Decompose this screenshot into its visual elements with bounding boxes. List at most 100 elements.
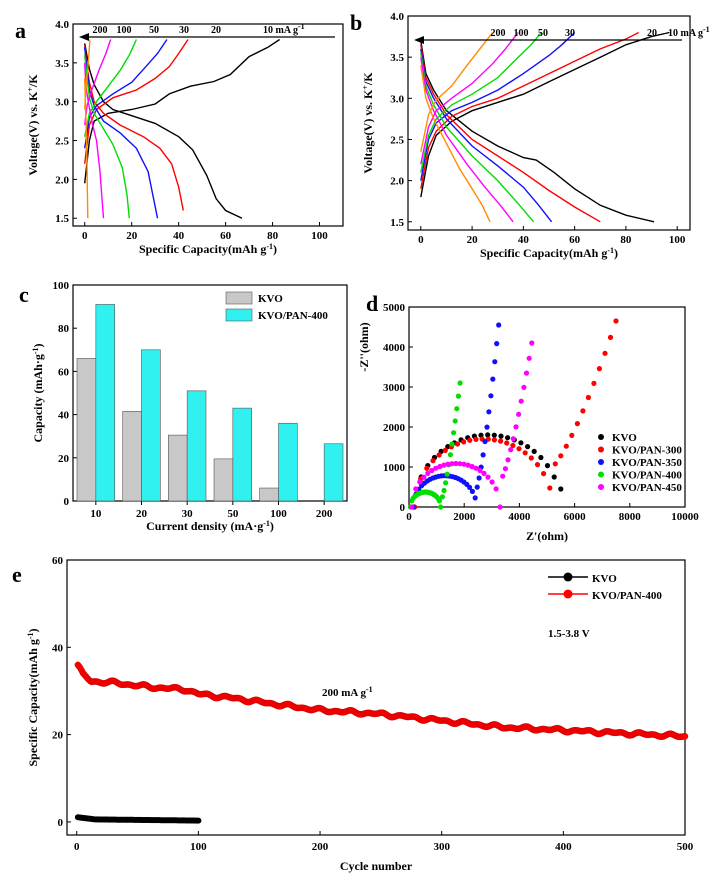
d-point-KVO/PAN-350 [488, 393, 494, 399]
a-rate-label: 200 [93, 25, 108, 36]
e-legend-label: KVO/PAN-400 [592, 590, 662, 602]
d-point-KVO/PAN-350 [486, 409, 492, 415]
d-point-KVO/PAN-450 [453, 460, 459, 467]
d-point-KVO/PAN-300 [424, 465, 430, 471]
d-point-KVO/PAN-450 [477, 467, 483, 474]
e-ytick-label: 40 [52, 642, 64, 654]
d-point-KVO/PAN-450 [461, 461, 467, 467]
d-legend-label: KVO [612, 432, 637, 444]
a-charge-10 [84, 38, 280, 184]
b-xtick-label: 0 [418, 234, 424, 246]
d-panel-label: d [366, 291, 378, 316]
d-point-KVO/PAN-450 [493, 486, 499, 492]
b-xtick-label: 80 [620, 234, 632, 246]
b-xaxis-label: Specific Capacity(mAh g-1) [480, 246, 618, 260]
d-point-KVO/PAN-450 [473, 465, 479, 471]
d-point-KVO/PAN-300 [580, 408, 586, 414]
c-xtick-label: 30 [182, 508, 194, 520]
d-point-KVO/PAN-300 [522, 450, 528, 456]
c-bar-KVO-100 [259, 487, 279, 502]
d-point-KVO/PAN-400 [439, 494, 445, 500]
c-plot-frame [72, 284, 348, 502]
d-point-KVO [531, 448, 537, 454]
c-ytick-label: 60 [58, 366, 70, 378]
b-rate-label: 200 [491, 28, 506, 39]
b-charge-30 [420, 31, 576, 181]
c-xtick-label: 20 [136, 508, 148, 520]
b-xtick-label: 20 [467, 234, 479, 246]
d-point-KVO/PAN-300 [569, 432, 575, 438]
e-xtick-label: 100 [190, 841, 207, 853]
e-xaxis-label: Cycle number [340, 859, 413, 873]
a-plot-frame [72, 23, 344, 227]
d-point-KVO/PAN-450 [510, 436, 516, 442]
d-xtick-label: 10000 [671, 511, 699, 523]
a-rate-label: 30 [179, 25, 189, 36]
d-point-KVO/PAN-350 [482, 438, 488, 445]
b-discharge-30 [420, 48, 553, 223]
d-point-KVO/PAN-450 [421, 474, 427, 480]
d-point-KVO/PAN-300 [491, 437, 497, 443]
d-point-KVO/PAN-300 [602, 350, 608, 356]
a-xaxis-label: Specific Capacity(mAh g-1) [139, 242, 277, 256]
e-xtick-label: 200 [312, 841, 329, 853]
d-point-KVO [518, 440, 524, 446]
b-panel-label: b [350, 10, 362, 35]
d-point-KVO/PAN-450 [441, 462, 447, 468]
a-discharge-20 [84, 45, 184, 211]
e-ytick-label: 0 [58, 817, 64, 829]
d-point-KVO/PAN-450 [413, 486, 419, 492]
d-point-KVO/PAN-400 [449, 441, 455, 447]
d-point-KVO/PAN-400 [454, 406, 460, 412]
b-discharge-10 [420, 40, 655, 223]
c-bar-KVO-10 [76, 358, 97, 502]
c-bar-KVO/PAN-400-10 [95, 304, 115, 502]
a-xtick-label: 40 [173, 230, 185, 242]
d-point-KVO/PAN-450 [500, 473, 506, 479]
d-point-KVO [538, 454, 544, 461]
d-point-KVO/PAN-450 [457, 461, 463, 467]
b-discharge-100 [420, 57, 514, 223]
d-legend-label: KVO/PAN-350 [612, 457, 682, 469]
d-point-KVO/PAN-350 [494, 341, 500, 347]
d-ytick-label: 0 [400, 502, 406, 514]
b-rate-label: 30 [565, 28, 575, 39]
d-point-KVO/PAN-300 [528, 455, 534, 461]
e-xtick-label: 300 [433, 841, 450, 853]
b-charge-10 [420, 31, 670, 198]
d-point-KVO/PAN-450 [449, 461, 455, 467]
c-bar-KVO/PAN-400-50 [232, 407, 252, 502]
d-point-KVO/PAN-350 [476, 475, 482, 481]
d-point-KVO/PAN-450 [433, 465, 439, 471]
b-ytick-label: 3.0 [390, 93, 404, 105]
d-point-KVO/PAN-300 [547, 485, 553, 491]
d-point-KVO/PAN-300 [430, 458, 436, 464]
a-rate-label: 10 mA g-1 [263, 22, 305, 36]
d-point-KVO/PAN-400 [443, 480, 449, 486]
d-point-KVO/PAN-450 [529, 340, 535, 346]
b-rate-label: 10 mA g-1 [668, 25, 710, 39]
c-ytick-label: 80 [58, 323, 70, 335]
d-legend-marker [598, 446, 604, 453]
a-xtick-label: 0 [82, 230, 88, 242]
d-point-KVO [525, 444, 531, 450]
d-xtick-label: 8000 [619, 511, 642, 523]
d-point-KVO/PAN-450 [518, 398, 524, 404]
d-legend-label: KVO/PAN-450 [612, 482, 682, 494]
d-xaxis-label: Z'(ohm) [526, 529, 568, 543]
d-point-KVO/PAN-350 [492, 359, 498, 365]
d-point-KVO/PAN-300 [613, 318, 619, 324]
b-charge-20 [420, 31, 640, 189]
d-point-KVO/PAN-450 [489, 479, 495, 485]
d-point-KVO/PAN-400 [441, 487, 447, 494]
d-point-KVO/PAN-450 [465, 462, 471, 468]
d-point-KVO/PAN-300 [558, 453, 564, 459]
d-point-KVO/PAN-450 [497, 504, 503, 510]
a-discharge-10 [84, 43, 243, 219]
d-point-KVO/PAN-400 [438, 504, 444, 510]
d-point-KVO [491, 432, 497, 438]
d-ytick-label: 1000 [383, 462, 406, 474]
d-point-KVO/PAN-300 [596, 366, 603, 372]
d-point-KVO/PAN-450 [523, 370, 530, 376]
c-bar-KVO-30 [168, 434, 188, 502]
